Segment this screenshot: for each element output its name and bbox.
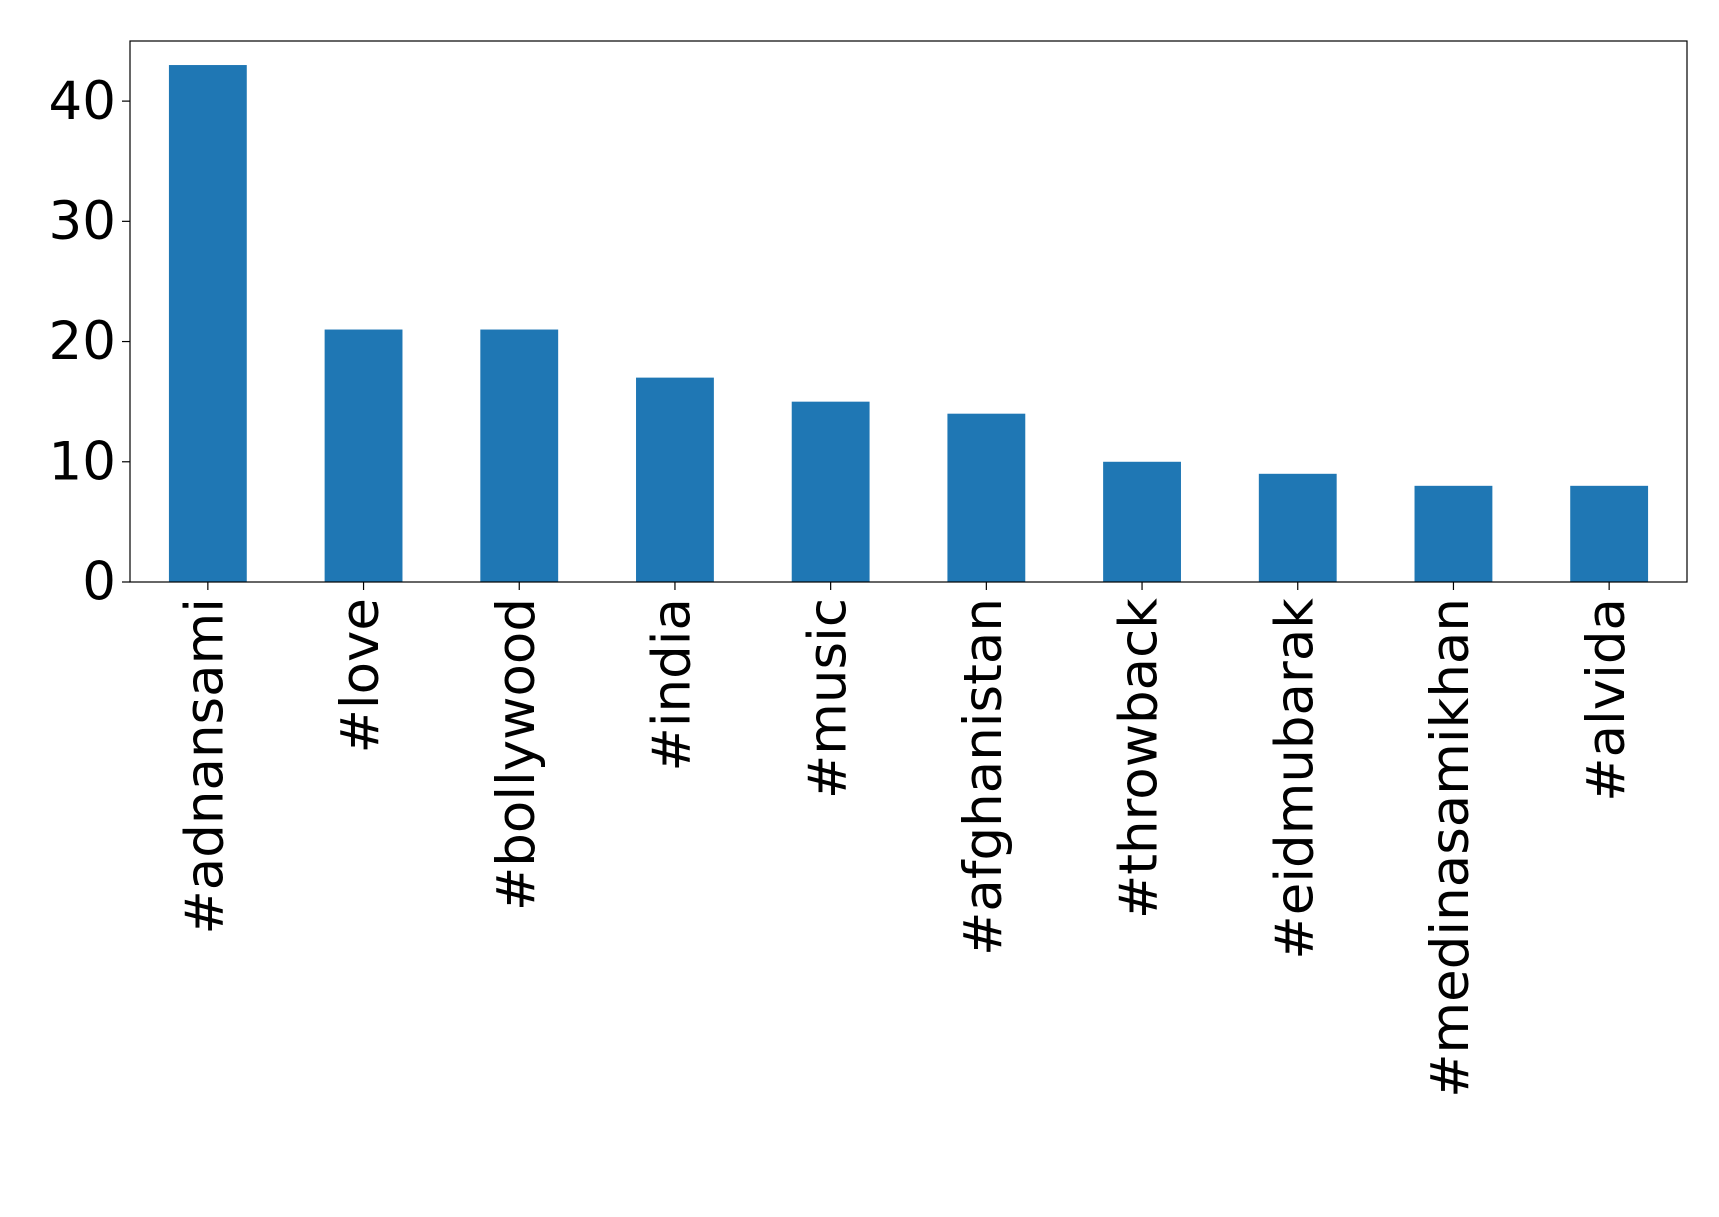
bar — [324, 329, 403, 582]
bar — [1414, 485, 1493, 582]
x-tick-label: #alvida — [1576, 598, 1637, 802]
x-tick-label: #afghanistan — [953, 598, 1014, 956]
y-tick-label: 0 — [82, 552, 116, 613]
x-tick-label: #throwback — [1109, 598, 1170, 919]
plot-frame — [129, 40, 1688, 583]
bar — [791, 401, 870, 582]
y-tick-label: 30 — [49, 191, 116, 252]
x-tick-label: #love — [330, 598, 391, 754]
bar — [1258, 473, 1337, 582]
x-tick-label: #music — [797, 598, 858, 799]
y-tick-label: 20 — [49, 311, 116, 372]
bar — [636, 377, 714, 582]
bar — [947, 413, 1026, 582]
bar — [1570, 485, 1649, 582]
x-tick-label: #bollywood — [486, 598, 547, 911]
x-tick-label: #india — [642, 598, 703, 772]
bar — [480, 329, 559, 582]
x-tick-label: #adnansami — [174, 598, 235, 935]
y-tick-label: 40 — [49, 71, 116, 132]
x-tick-label: #medinasamikhan — [1420, 598, 1481, 1098]
bar — [1103, 461, 1181, 582]
y-tick-label: 10 — [49, 431, 116, 492]
x-tick-label: #eidmubarak — [1264, 598, 1325, 960]
bar — [168, 65, 247, 583]
